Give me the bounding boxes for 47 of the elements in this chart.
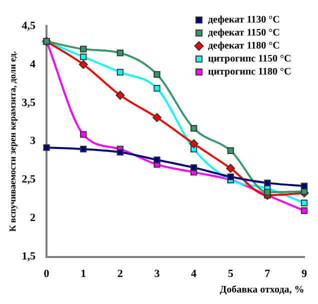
point (189, 139, 198, 148)
y-tick-label: 4 (30, 58, 36, 70)
point (227, 173, 234, 180)
point (264, 188, 271, 196)
x-tick-label: 2 (117, 268, 124, 280)
x-tick-label: 9 (302, 268, 308, 280)
y-tick-label: 1,5 (22, 250, 36, 263)
point (300, 207, 308, 214)
point (154, 84, 160, 92)
point (116, 90, 125, 100)
point (116, 148, 124, 156)
point (78, 60, 88, 69)
x-tick-label: 1 (80, 268, 86, 280)
point (116, 50, 124, 56)
point (80, 46, 87, 52)
point (152, 113, 162, 122)
point (116, 68, 124, 76)
point (154, 71, 160, 78)
y-tick-label: 4,5 (22, 20, 36, 32)
point (80, 131, 87, 138)
point (190, 124, 198, 132)
legend-label: дефекат 1130 °С (208, 14, 280, 26)
point (190, 164, 198, 171)
point (264, 180, 271, 186)
y-tick-label: 2,5 (22, 174, 36, 186)
y-axis-title: К вспучиваемости зерен керамзита, доли ед. (8, 51, 18, 232)
point (43, 144, 50, 151)
x-tick-label: 3 (154, 268, 160, 280)
x-tick-label: 0 (44, 268, 50, 280)
legend-label: цитрогипс 1150 °С (208, 54, 292, 65)
x-tick-label: 4 (191, 268, 198, 280)
x-tick-label: 5 (228, 268, 234, 280)
point (80, 146, 87, 152)
y-tick-label: 3 (30, 135, 36, 148)
point (80, 53, 87, 60)
x-axis-title: Добавка отхода, % (220, 284, 304, 296)
point (226, 164, 236, 173)
legend-label: цитрогипс 1180 °С (208, 66, 292, 78)
y-tick-label: 2 (30, 212, 36, 224)
point (300, 182, 308, 190)
point (154, 156, 160, 164)
legend-label: дефекат 1150 °С (208, 28, 280, 39)
x-tick-label: 7 (264, 268, 271, 280)
y-tick-label: 3,5 (22, 96, 36, 109)
legend-label: дефекат 1180 °С (208, 40, 280, 52)
point (300, 200, 308, 206)
point (227, 147, 234, 154)
